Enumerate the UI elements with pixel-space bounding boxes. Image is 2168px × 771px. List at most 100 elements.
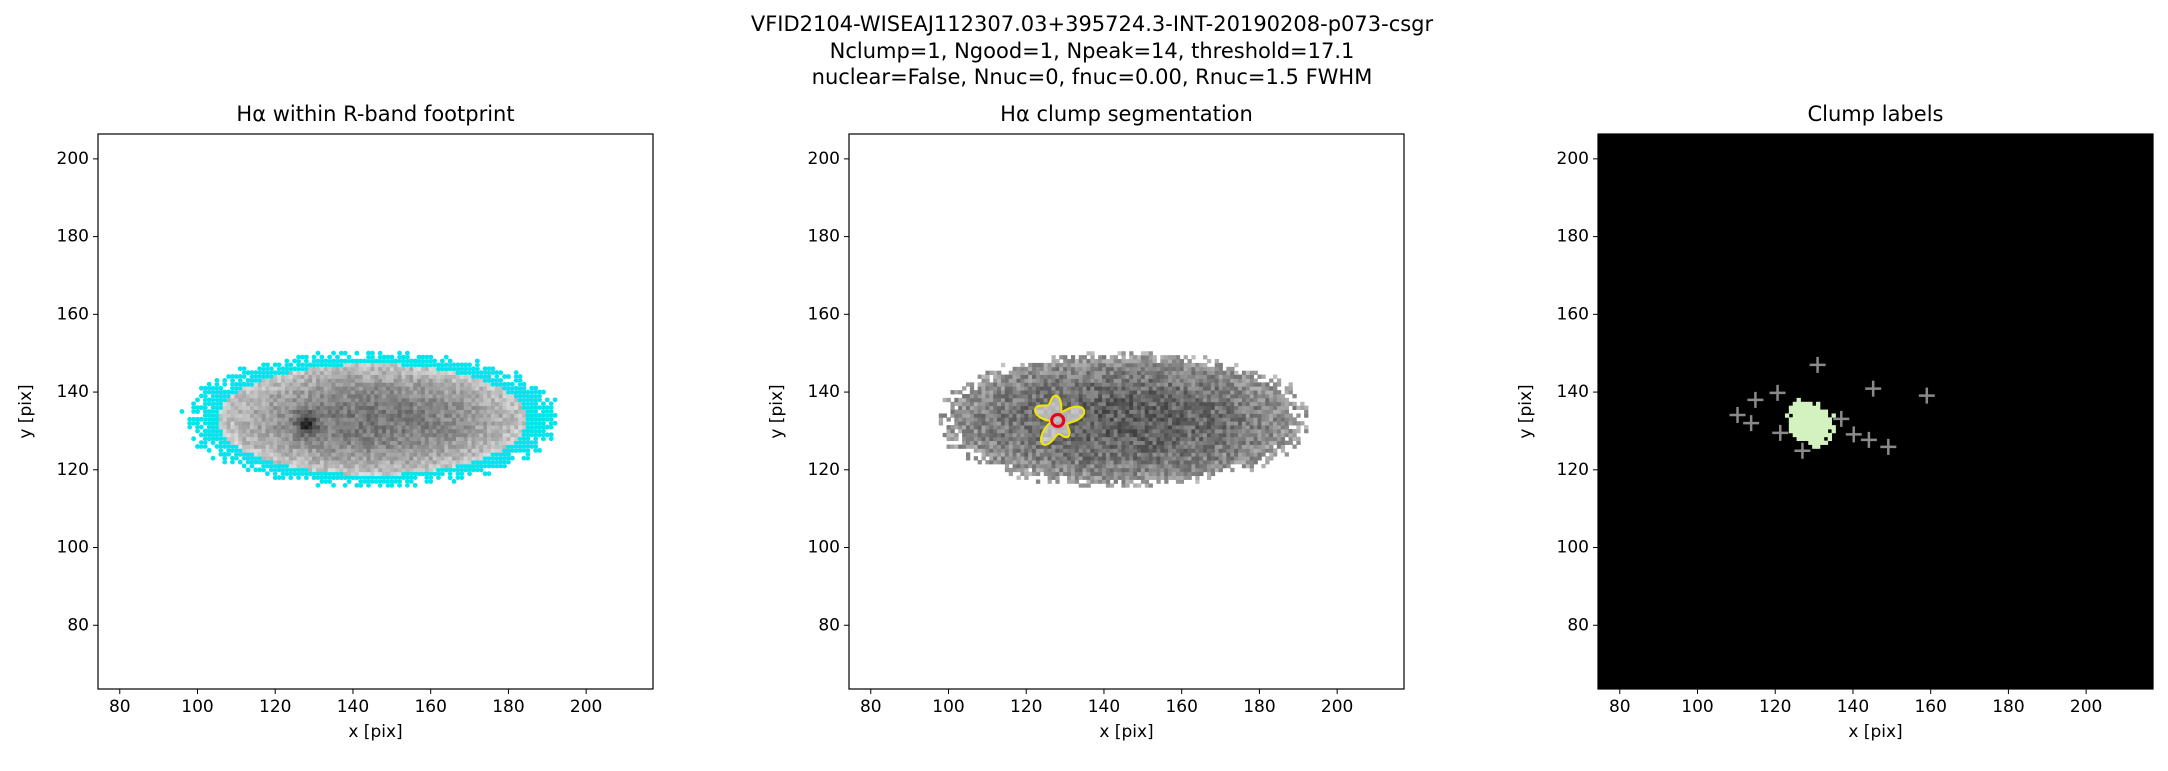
pixel bbox=[1005, 468, 1009, 472]
pixel bbox=[421, 468, 425, 472]
pixel bbox=[374, 437, 378, 441]
pixel bbox=[1172, 472, 1176, 476]
pixel bbox=[1102, 437, 1106, 441]
pixel bbox=[1160, 398, 1164, 402]
pixel bbox=[262, 452, 266, 456]
pixel bbox=[1141, 433, 1145, 437]
pixel bbox=[425, 452, 429, 456]
pixel bbox=[269, 441, 273, 445]
pixel bbox=[308, 456, 312, 460]
pixel bbox=[378, 386, 382, 390]
pixel bbox=[982, 398, 986, 402]
pixel bbox=[1086, 448, 1090, 452]
pixel bbox=[495, 445, 499, 449]
contour-dot bbox=[467, 362, 472, 367]
pixel bbox=[242, 390, 246, 394]
pixel bbox=[1051, 390, 1055, 394]
y-tick-label: 80 bbox=[67, 615, 89, 635]
pixel bbox=[304, 452, 308, 456]
pixel bbox=[1125, 441, 1129, 445]
pixel bbox=[471, 456, 475, 460]
pixel bbox=[433, 394, 437, 398]
pixel bbox=[1141, 359, 1145, 363]
pixel bbox=[1102, 445, 1106, 449]
pixel bbox=[277, 445, 281, 449]
pixel bbox=[363, 452, 367, 456]
pixel bbox=[954, 413, 958, 417]
pixel bbox=[1009, 375, 1013, 379]
pixel bbox=[1067, 398, 1071, 402]
pixel bbox=[409, 448, 413, 452]
pixel bbox=[429, 464, 433, 468]
pixel bbox=[1118, 394, 1122, 398]
pixel bbox=[386, 375, 390, 379]
pixel bbox=[355, 378, 359, 382]
pixel bbox=[1028, 375, 1032, 379]
pixel bbox=[1133, 355, 1137, 359]
pixel bbox=[1024, 452, 1028, 456]
pixel bbox=[1168, 355, 1172, 359]
pixel bbox=[1137, 394, 1141, 398]
pixel bbox=[266, 413, 270, 417]
contour-dot bbox=[191, 401, 196, 406]
pixel bbox=[417, 421, 421, 425]
pixel bbox=[989, 448, 993, 452]
pixel bbox=[413, 386, 417, 390]
pixel bbox=[514, 429, 518, 433]
pixel bbox=[1164, 363, 1168, 367]
pixel bbox=[374, 429, 378, 433]
pixel bbox=[242, 386, 246, 390]
pixel bbox=[1106, 402, 1110, 406]
pixel bbox=[363, 378, 367, 382]
pixel bbox=[1090, 410, 1094, 414]
pixel bbox=[993, 441, 997, 445]
pixel bbox=[347, 441, 351, 445]
pixel bbox=[1195, 398, 1199, 402]
pixel bbox=[386, 390, 390, 394]
pixel bbox=[382, 417, 386, 421]
pixel bbox=[1090, 472, 1094, 476]
pixel bbox=[402, 413, 406, 417]
pixel bbox=[475, 437, 479, 441]
pixel bbox=[1036, 390, 1040, 394]
pixel bbox=[1028, 448, 1032, 452]
pixel bbox=[1141, 429, 1145, 433]
pixel bbox=[258, 425, 262, 429]
pixel bbox=[1164, 371, 1168, 375]
pixel bbox=[297, 413, 301, 417]
pixel bbox=[1098, 375, 1102, 379]
pixel bbox=[970, 437, 974, 441]
pixel bbox=[1141, 464, 1145, 468]
pixel bbox=[304, 402, 308, 406]
pixel bbox=[1001, 460, 1005, 464]
pixel bbox=[1184, 464, 1188, 468]
pixel bbox=[277, 394, 281, 398]
pixel bbox=[405, 394, 409, 398]
pixel bbox=[1149, 382, 1153, 386]
pixel bbox=[390, 452, 394, 456]
pixel bbox=[231, 429, 235, 433]
pixel bbox=[277, 429, 281, 433]
pixel bbox=[440, 394, 444, 398]
pixel bbox=[1094, 410, 1098, 414]
pixel bbox=[254, 386, 258, 390]
pixel bbox=[1180, 371, 1184, 375]
pixel bbox=[378, 425, 382, 429]
pixel bbox=[1141, 378, 1145, 382]
pixel bbox=[421, 390, 425, 394]
pixel bbox=[378, 371, 382, 375]
pixel bbox=[405, 468, 409, 472]
pixel bbox=[374, 448, 378, 452]
pixel bbox=[312, 452, 316, 456]
pixel bbox=[448, 386, 452, 390]
pixel bbox=[413, 413, 417, 417]
pixel bbox=[1164, 464, 1168, 468]
pixel bbox=[1110, 394, 1114, 398]
pixel bbox=[1176, 375, 1180, 379]
pixel bbox=[328, 375, 332, 379]
pixel bbox=[1164, 425, 1168, 429]
pixel bbox=[394, 445, 398, 449]
pixel bbox=[405, 410, 409, 414]
pixel bbox=[1110, 398, 1114, 402]
pixel bbox=[993, 421, 997, 425]
